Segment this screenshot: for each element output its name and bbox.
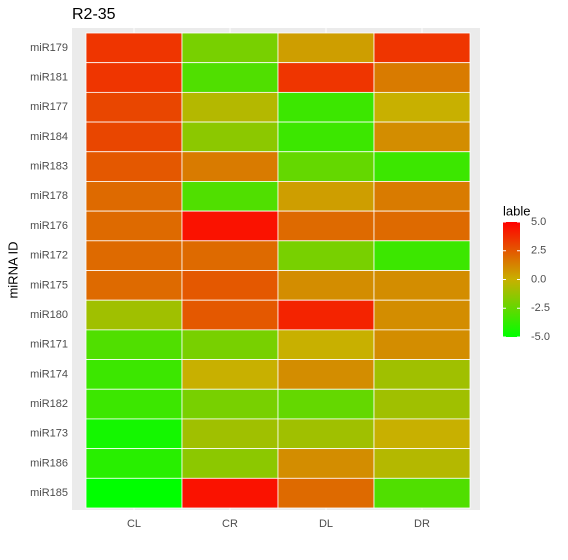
heatmap-cell: [85, 240, 183, 271]
legend-tick-label: -2.5: [531, 302, 550, 314]
heatmap-cell: [373, 477, 471, 509]
heatmap-cell: [181, 240, 279, 271]
y-axis-title: miRNA ID: [5, 241, 20, 298]
y-tick-label: miR181: [30, 71, 68, 83]
heatmap-cell: [181, 62, 279, 93]
x-tick-label: CL: [127, 518, 141, 530]
heatmap-cell: [373, 121, 471, 153]
y-tick-label: miR176: [30, 220, 68, 232]
heatmap-cell: [373, 388, 471, 420]
heatmap-cell: [373, 270, 471, 301]
heatmap-cell: [277, 121, 375, 153]
y-tick-label: miR183: [30, 161, 68, 173]
heatmap-cell: [181, 448, 279, 479]
y-tick-label: miR172: [30, 250, 68, 262]
legend-colorbar: [503, 222, 520, 337]
heatmap-cell: [277, 448, 375, 479]
heatmap-cell: [373, 299, 471, 331]
heatmap-cell: [181, 359, 279, 390]
y-tick-label: miR171: [30, 339, 68, 351]
x-tick-label: CR: [222, 518, 238, 530]
heatmap-cell: [181, 270, 279, 301]
heatmap-cell: [85, 359, 183, 390]
y-tick-label: miR175: [30, 279, 68, 291]
heatmap-cell: [373, 448, 471, 479]
heatmap-cell: [277, 329, 375, 360]
heatmap-cell: [181, 91, 279, 123]
y-tick-label: miR177: [30, 101, 68, 113]
y-tick-label: miR174: [30, 368, 68, 380]
heatmap-cell: [181, 329, 279, 360]
heatmap-cell: [373, 151, 471, 182]
heatmap-cell: [277, 477, 375, 509]
heatmap-cell: [277, 240, 375, 271]
x-tick-label: DL: [319, 518, 333, 530]
heatmap-cell: [85, 270, 183, 301]
heatmap-cell: [85, 151, 183, 182]
heatmap-cell: [277, 181, 375, 212]
y-tick-label: miR186: [30, 457, 68, 469]
legend-tick-label: 2.5: [531, 245, 546, 257]
heatmap-cell: [85, 210, 183, 242]
y-tick-label: miR179: [30, 42, 68, 54]
heatmap-cell: [85, 32, 183, 64]
heatmap-cell: [373, 329, 471, 360]
heatmap-cell: [181, 32, 279, 64]
legend-tick-label: -5.0: [531, 331, 550, 343]
y-tick-label: miR184: [30, 131, 68, 143]
y-tick-label: miR178: [30, 190, 68, 202]
heatmap-cell: [373, 359, 471, 390]
heatmap-cell: [277, 388, 375, 420]
heatmap-cell: [85, 448, 183, 479]
heatmap-cell: [277, 299, 375, 331]
heatmap-cell: [277, 418, 375, 450]
x-tick-label: DR: [414, 518, 430, 530]
heatmap-cell: [85, 121, 183, 153]
heatmap-cell: [85, 181, 183, 212]
heatmap-cell: [373, 181, 471, 212]
y-tick-label: miR182: [30, 398, 68, 410]
heatmap-cell: [277, 151, 375, 182]
y-tick-label: miR180: [30, 309, 68, 321]
heatmap-cell: [373, 32, 471, 64]
heatmap-cell: [85, 329, 183, 360]
heatmap-cell: [85, 388, 183, 420]
heatmap-cell: [277, 270, 375, 301]
heatmap-cell: [85, 477, 183, 509]
heatmap-cell: [181, 299, 279, 331]
y-tick-label: miR185: [30, 487, 68, 499]
heatmap-cell: [85, 62, 183, 93]
heatmap-cell: [277, 32, 375, 64]
heatmap-cell: [277, 359, 375, 390]
chart-title: R2-35: [72, 6, 116, 23]
legend-title: lable: [503, 203, 530, 218]
heatmap-cell: [181, 210, 279, 242]
heatmap-cell: [373, 91, 471, 123]
legend-tick-label: 5.0: [531, 216, 546, 228]
heatmap-cell: [373, 210, 471, 242]
heatmap-cell: [277, 62, 375, 93]
heatmap-cell: [85, 418, 183, 450]
heatmap-cell: [373, 240, 471, 271]
heatmap-cell: [277, 210, 375, 242]
heatmap-cell: [181, 418, 279, 450]
heatmap-cell: [277, 91, 375, 123]
heatmap-cell: [181, 151, 279, 182]
heatmap-cell: [85, 299, 183, 331]
legend-tick-label: 0.0: [531, 273, 546, 285]
heatmap-cell: [85, 91, 183, 123]
y-tick-label: miR173: [30, 428, 68, 440]
heatmap-cell: [181, 477, 279, 509]
heatmap-cell: [373, 418, 471, 450]
heatmap-cell: [373, 62, 471, 93]
heatmap-cell: [181, 388, 279, 420]
heatmap-cell: [181, 181, 279, 212]
heatmap-cell: [181, 121, 279, 153]
